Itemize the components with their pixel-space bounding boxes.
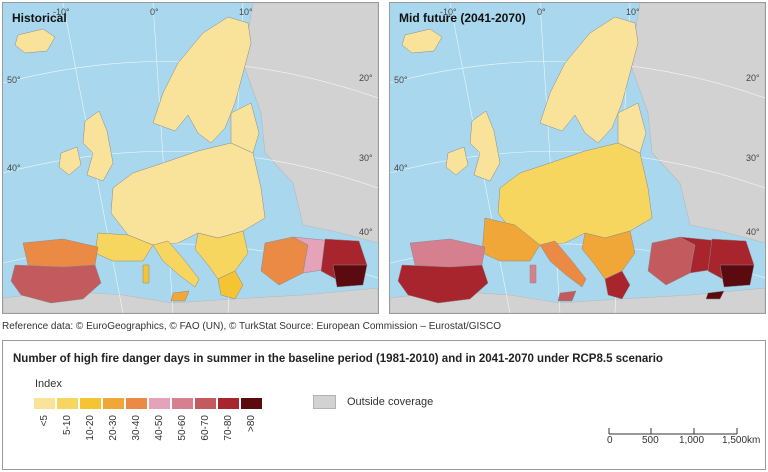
legend-swatch-row xyxy=(33,397,263,410)
italy xyxy=(152,240,200,288)
grid-label-lat-50: 50° xyxy=(7,75,21,85)
legend-swatch-label-8: 70-80 xyxy=(223,415,234,441)
outside-coverage-east xyxy=(242,3,378,244)
legend-swatch-label-5: 40-50 xyxy=(154,415,165,441)
scale-tick-1500: 1,500 xyxy=(722,435,748,446)
turkey-southeast xyxy=(719,264,755,288)
legend-swatch-label-1: 5-10 xyxy=(62,415,73,436)
map-historical xyxy=(3,3,378,313)
iberia-south xyxy=(10,264,102,304)
legend-box: Number of high fire danger days in summe… xyxy=(2,340,766,470)
balkans xyxy=(194,230,249,280)
legend-swatch-9 xyxy=(240,397,263,410)
turkey-southeast xyxy=(332,264,368,288)
outside-coverage-africa xyxy=(390,287,765,313)
sicily xyxy=(170,290,190,302)
grid-label-lon-10: 10° xyxy=(626,7,640,17)
grid-label-lon-10: 10° xyxy=(239,7,253,17)
scale-tick-500: 500 xyxy=(642,435,659,446)
legend-swatch-label-7: 60-70 xyxy=(200,415,211,441)
great-britain xyxy=(469,110,501,182)
grid-label-lat-40: 40° xyxy=(394,163,408,173)
legend-swatch-6 xyxy=(171,397,194,410)
scale-unit: km xyxy=(747,435,761,446)
grid-label-lon-m10: -10° xyxy=(440,7,457,17)
map-panel-mid-future: Mid future (2041-2070) 50° 40° -10° 0° 1… xyxy=(389,2,766,314)
outside-coverage-africa xyxy=(3,287,378,313)
reference-data-credit: Reference data: © EuroGeographics, © FAO… xyxy=(2,321,501,332)
grid-label-lat-40: 40° xyxy=(7,163,21,173)
iberia-south xyxy=(397,264,489,304)
baltic xyxy=(617,102,647,154)
scalebar: 0 500 1,000 1,500 km xyxy=(607,425,763,455)
scalebar-line xyxy=(608,428,738,435)
turkey-west xyxy=(260,236,309,286)
iberia-north xyxy=(409,238,486,270)
outside-coverage-east xyxy=(629,3,765,244)
grid-label-lon-0: 0° xyxy=(537,7,546,17)
grid-label-lon-30: 30° xyxy=(746,153,760,163)
iceland xyxy=(14,28,56,54)
panel-title-mid-future: Mid future (2041-2070) xyxy=(399,11,526,25)
ireland xyxy=(445,146,469,176)
legend-swatch-0 xyxy=(33,397,56,410)
legend-swatch-7 xyxy=(194,397,217,410)
grid-label-lon-m10: -10° xyxy=(53,7,70,17)
grid-label-lat-50: 50° xyxy=(394,75,408,85)
turkey-west xyxy=(647,236,696,286)
grid-label-lon-0: 0° xyxy=(150,7,159,17)
ireland xyxy=(58,146,82,176)
map-panel-historical: Historical 50° 40° -10° 0° 10° 20° 30° 4… xyxy=(2,2,379,314)
iberia-north xyxy=(22,238,99,270)
grid-label-lon-20: 20° xyxy=(746,73,760,83)
legend-swatch-label-6: 50-60 xyxy=(177,415,188,441)
sardinia xyxy=(529,264,537,284)
sardinia xyxy=(142,264,150,284)
baltic xyxy=(230,102,260,154)
grid-label-lon-20: 20° xyxy=(359,73,373,83)
legend-swatch-label-9: >80 xyxy=(246,415,257,432)
legend-swatch-8 xyxy=(217,397,240,410)
legend-swatch-label-3: 20-30 xyxy=(108,415,119,441)
scandinavia xyxy=(539,16,639,144)
outside-coverage-label: Outside coverage xyxy=(347,396,434,408)
italy xyxy=(539,240,587,288)
legend-swatch-4 xyxy=(125,397,148,410)
legend-swatch-1 xyxy=(56,397,79,410)
grid-label-lon-40: 40° xyxy=(359,227,373,237)
grid-label-lon-40: 40° xyxy=(746,227,760,237)
grid-label-lon-30: 30° xyxy=(359,153,373,163)
balkans xyxy=(581,230,636,280)
great-britain xyxy=(82,110,114,182)
legend-swatch-2 xyxy=(79,397,102,410)
scandinavia xyxy=(152,16,252,144)
outside-coverage-swatch xyxy=(313,395,336,409)
greece xyxy=(217,270,244,300)
sicily xyxy=(557,290,577,302)
legend-swatch-label-4: 30-40 xyxy=(131,415,142,441)
legend-swatch-3 xyxy=(102,397,125,410)
panel-title-historical: Historical xyxy=(12,11,67,25)
legend-swatch-label-0: <5 xyxy=(39,415,50,427)
scale-tick-1000: 1,000 xyxy=(679,435,705,446)
legend-swatch-label-2: 10-20 xyxy=(85,415,96,441)
cyprus xyxy=(705,290,725,300)
legend-swatch-5 xyxy=(148,397,171,410)
greece xyxy=(604,270,631,300)
legend-title: Number of high fire danger days in summe… xyxy=(13,353,663,365)
scale-tick-0: 0 xyxy=(607,435,613,446)
map-mid-future xyxy=(390,3,765,313)
central-europe xyxy=(110,142,266,246)
legend-index-label: Index xyxy=(35,378,62,390)
iceland xyxy=(401,28,443,54)
